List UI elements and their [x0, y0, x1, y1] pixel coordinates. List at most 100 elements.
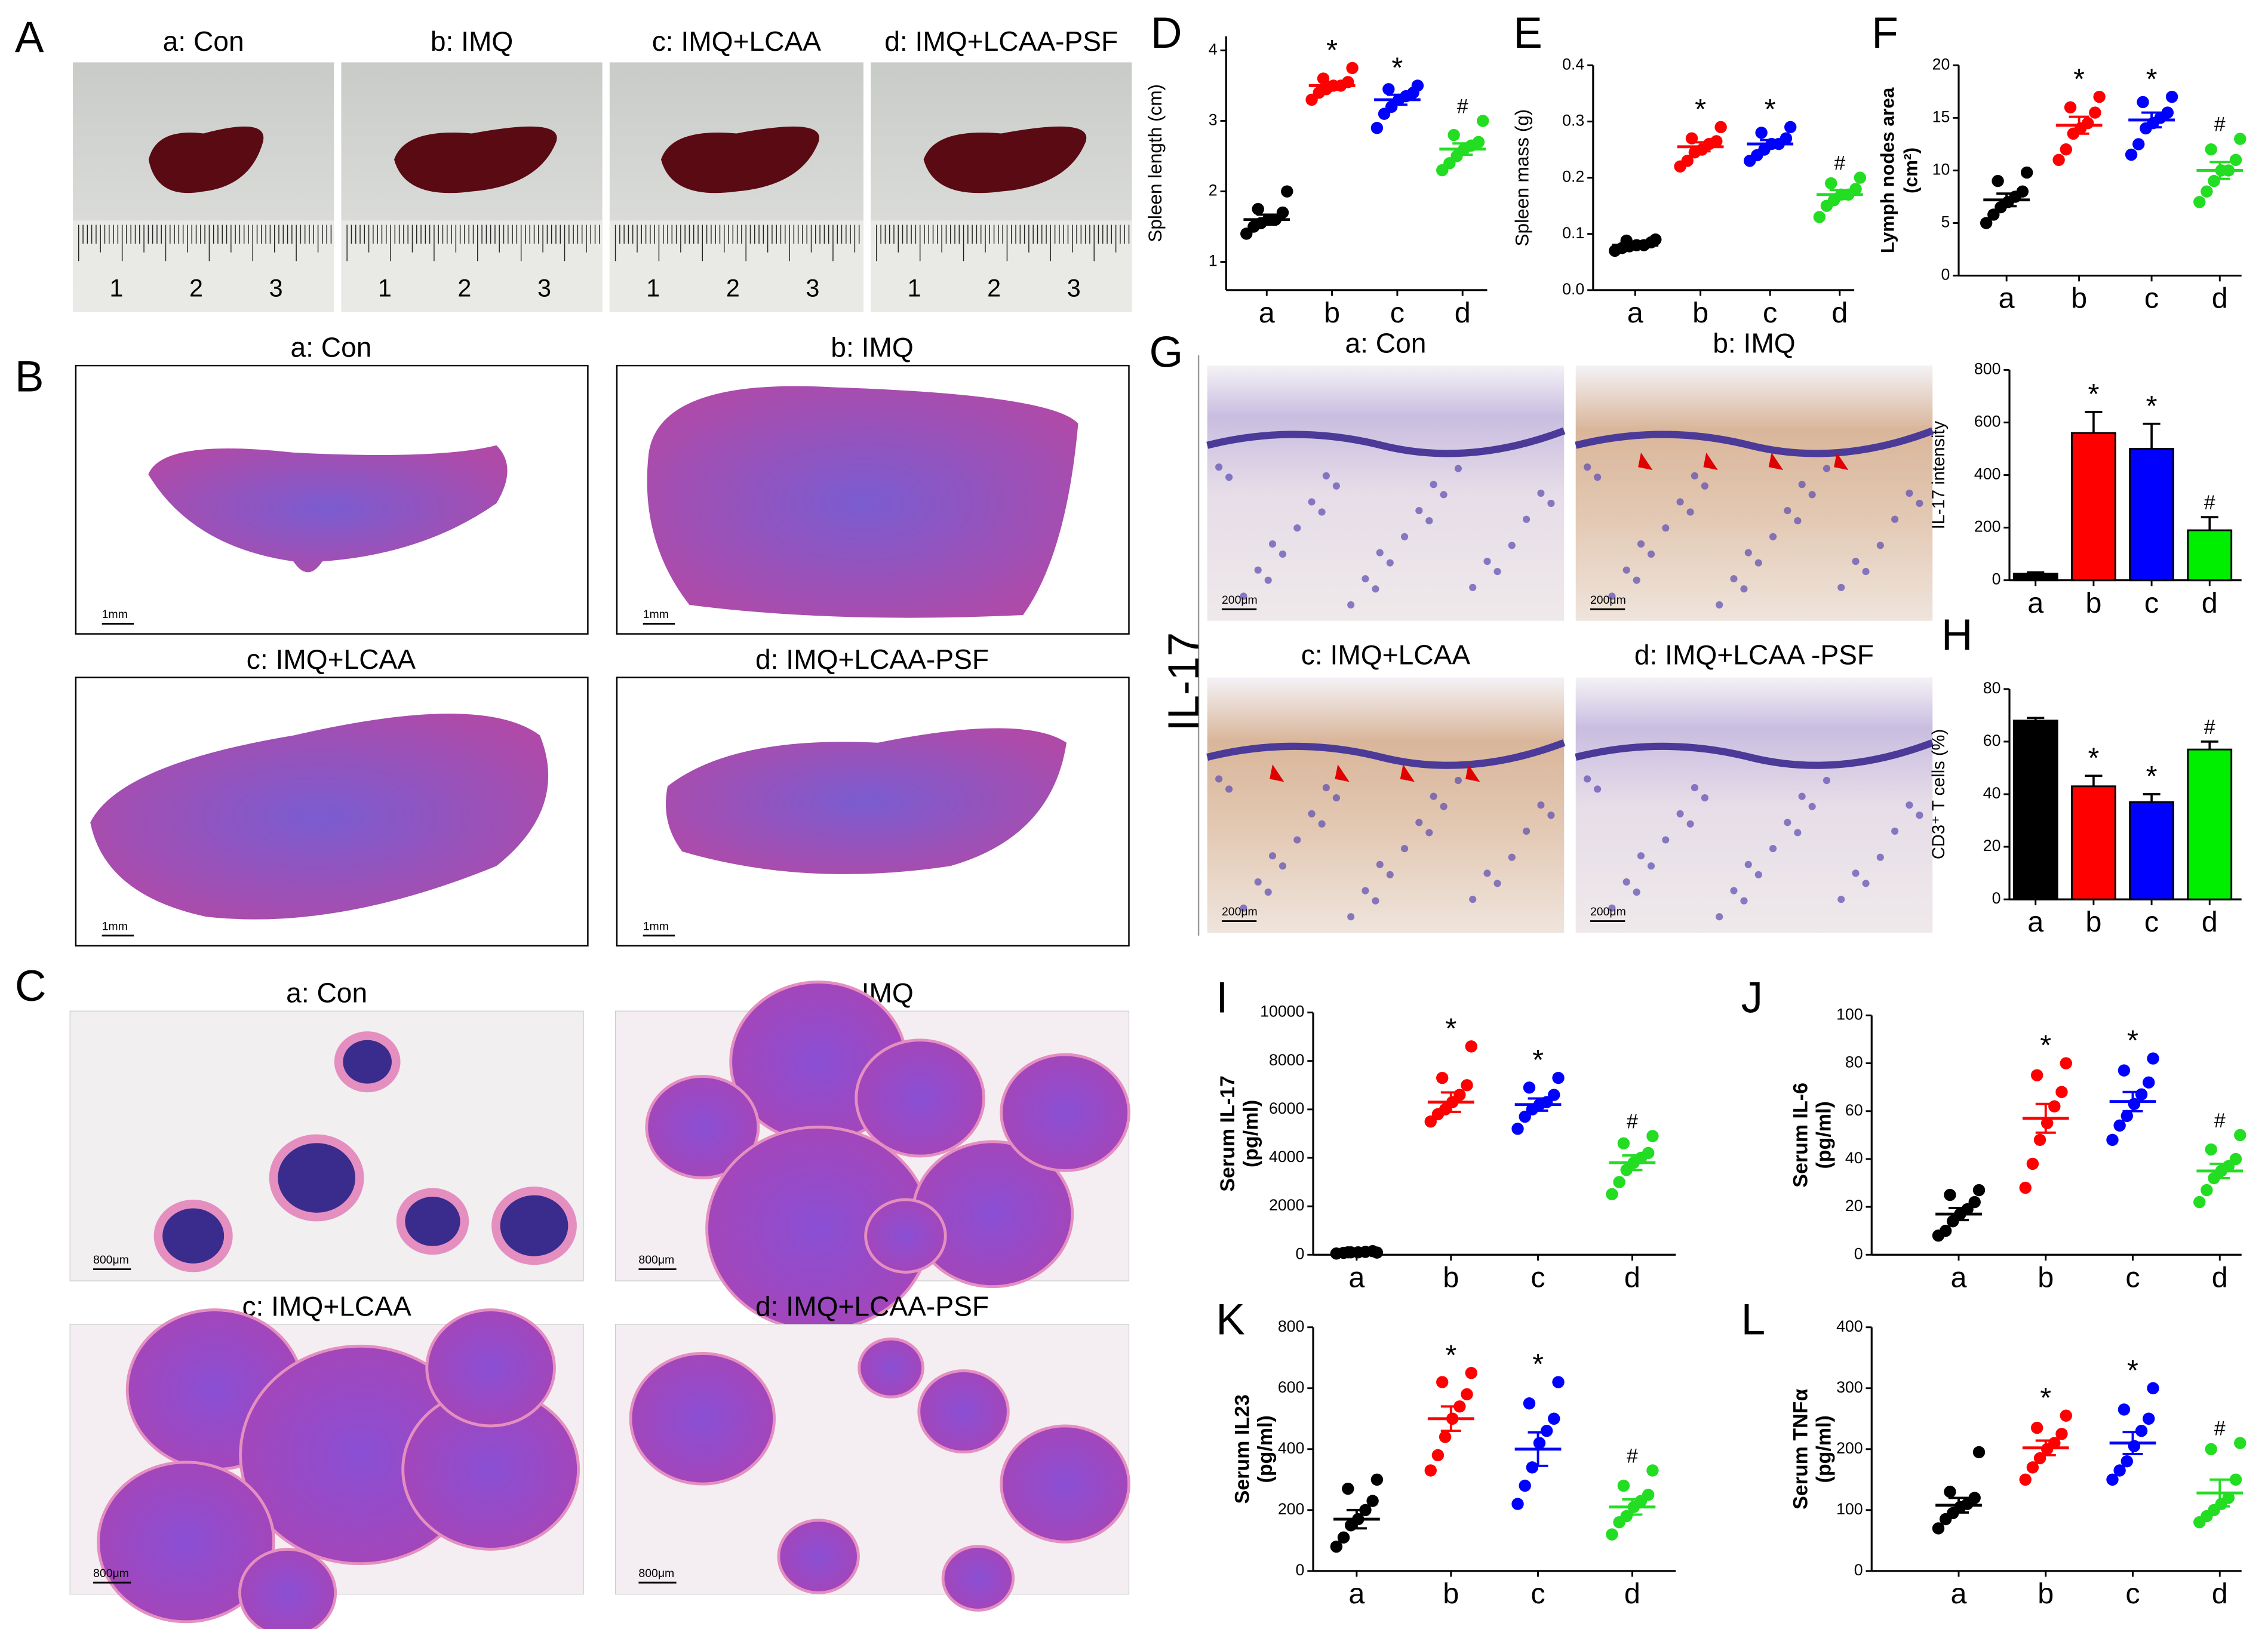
y-tick-label: 5 [1941, 213, 1950, 231]
nucleus [1215, 775, 1223, 783]
data-point [2132, 138, 2145, 150]
spleen [394, 126, 557, 193]
panel-label: I [1216, 973, 1228, 1022]
nucleus [1862, 880, 1870, 887]
nucleus [1716, 913, 1723, 921]
data-point [1523, 1397, 1536, 1410]
data-point [2033, 1133, 2046, 1147]
nucleus [1837, 896, 1845, 903]
x-tick-label: b [1692, 297, 1708, 329]
x-tick-label: a [2027, 587, 2044, 619]
data-point [1646, 1464, 1659, 1477]
data-point [1252, 202, 1264, 216]
x-tick-label: b [2071, 282, 2087, 315]
x-tick-label: d [2212, 1578, 2228, 1610]
x-tick-label: c [1531, 1261, 1545, 1293]
arrow [1703, 452, 1718, 471]
nucleus [1740, 585, 1748, 593]
data-point [2048, 1100, 2061, 1112]
sem-bar [2122, 1431, 2143, 1455]
tissue [90, 714, 549, 920]
nucleus [1430, 481, 1437, 488]
nucleus [1225, 785, 1233, 793]
x-tick-label: c [2125, 1261, 2140, 1293]
y-tick-label: 0 [1296, 1561, 1305, 1579]
data-point [1370, 1473, 1384, 1486]
spleen [923, 126, 1087, 193]
x-tick-label: d [1624, 1261, 1640, 1293]
x-tick-label: b [2085, 587, 2101, 619]
tissue [647, 386, 1078, 618]
lymph-node [97, 1461, 275, 1624]
significance-mark: * [2127, 1025, 2138, 1057]
sem-bar [1322, 81, 1342, 91]
bar [2012, 573, 2058, 582]
data-point [2222, 1492, 2235, 1504]
panel-label: E [1513, 9, 1542, 57]
nucleus [1852, 558, 1860, 565]
x-tick-label: c [2125, 1578, 2140, 1610]
data-point [1944, 1485, 1956, 1498]
sem-bar [1452, 142, 1473, 156]
significance-mark: * [2127, 1354, 2138, 1387]
data-point [1642, 1147, 1655, 1160]
y-tick-label: 4000 [1269, 1148, 1304, 1166]
nucleus [1347, 601, 1355, 609]
tissue [148, 445, 508, 573]
data-point [2135, 1088, 2148, 1101]
significance-mark: # [2214, 113, 2226, 136]
nucleus [1862, 568, 1870, 576]
data-point [1617, 1137, 1630, 1149]
tissue-group [629, 1337, 1130, 1612]
nucleus [1691, 783, 1698, 792]
data-point [2113, 1464, 2126, 1477]
nucleus [1268, 540, 1277, 548]
significance-mark: * [2088, 378, 2099, 410]
section-title: b: IMQ [831, 332, 913, 363]
arrow [1638, 452, 1653, 471]
nucleus [1508, 542, 1516, 549]
nucleus [1493, 880, 1501, 887]
arrow [1400, 764, 1415, 782]
nucleus [1584, 775, 1591, 783]
nucleus [1362, 575, 1369, 583]
micrograph [1207, 365, 1565, 621]
epidermis [1575, 739, 1934, 769]
nucleus [1264, 888, 1272, 896]
nucleus [1332, 482, 1340, 490]
spleen [660, 126, 819, 193]
scale-bar-label: 1mm [643, 608, 669, 621]
y-tick-label: 400 [1836, 1317, 1863, 1335]
y-tick-label: 0.0 [1562, 280, 1584, 298]
y-axis-label: Spleen mass (g) [1511, 109, 1533, 247]
lymph-node [855, 1038, 986, 1158]
panel-label: H [1941, 611, 1973, 659]
significance-mark: * [2073, 63, 2085, 95]
y-tick-label: 200 [1836, 1439, 1863, 1457]
y-axis-label: IL-17 intensity [1929, 420, 1949, 529]
bar [2129, 801, 2174, 900]
data-point [2089, 106, 2101, 119]
nucleus [1400, 845, 1409, 853]
x-tick-label: a [1999, 282, 2015, 315]
data-point [2106, 1133, 2119, 1147]
data-point [2143, 1412, 2155, 1425]
sem-bar [1690, 141, 1711, 153]
nucleus [1584, 463, 1591, 471]
data-point [1472, 136, 1485, 149]
nucleus [1794, 517, 1802, 525]
nucleus [1730, 887, 1738, 895]
x-tick-label: c [2144, 282, 2159, 315]
lymph-node [238, 1547, 337, 1629]
nucleus [1254, 878, 1262, 886]
data-point [2052, 153, 2065, 167]
error-bar [2201, 516, 2218, 531]
lymph-node [858, 1337, 924, 1399]
significance-mark: # [2204, 491, 2215, 514]
nucleus [1264, 576, 1272, 584]
tissue [665, 728, 1067, 874]
lymph-node [396, 1188, 469, 1255]
scale-bar-label: 800μm [93, 1253, 129, 1267]
x-tick-label: c [1390, 297, 1405, 329]
